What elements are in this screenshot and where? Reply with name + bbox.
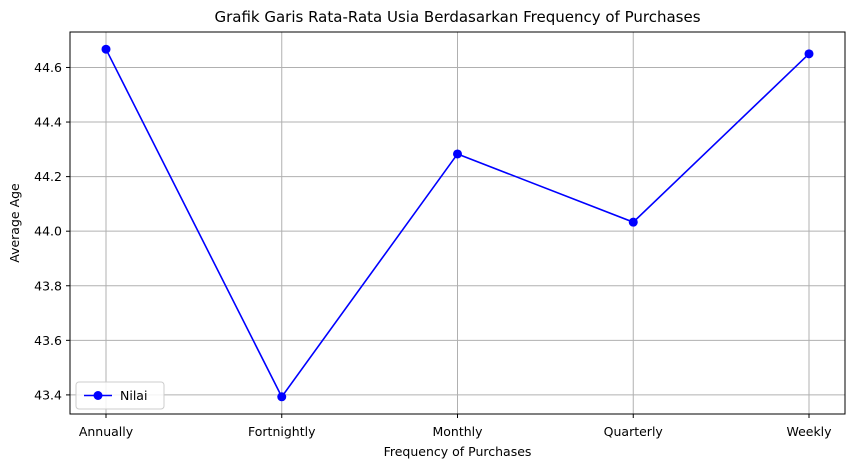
x-tick-label: Quarterly [604, 424, 664, 439]
y-tick-label: 43.4 [34, 387, 62, 402]
series-layer [101, 44, 814, 402]
axes: Annually Fortnightly Monthly Quarterly Weekl… [34, 31, 846, 439]
legend-marker [93, 391, 103, 400]
x-tick-label: Weekly [786, 424, 832, 439]
y-tick-label: 44.6 [34, 60, 62, 75]
data-point [101, 44, 111, 54]
plot-frame [69, 31, 846, 415]
data-point [453, 149, 462, 159]
y-axis-title: Average Age [7, 183, 22, 263]
y-tick-label: 44.0 [34, 224, 62, 239]
x-axis-title: Frequency of Purchases [384, 444, 532, 459]
y-tick-label: 43.6 [34, 333, 62, 348]
y-tick-label: 43.8 [34, 278, 62, 293]
x-tick-label: Annually [79, 424, 134, 439]
grid-lines [70, 32, 845, 414]
legend-label: Nilai [120, 388, 147, 403]
data-point [277, 392, 287, 402]
y-tick-label: 44.2 [34, 169, 62, 184]
legend: Nilai [75, 381, 165, 410]
x-tick-label: Fortnightly [248, 424, 316, 439]
data-point [804, 49, 814, 59]
data-point [628, 217, 638, 227]
chart-title: Grafik Garis Rata-Rata Usia Berdasarkan … [214, 8, 700, 26]
legend-box [75, 381, 165, 410]
y-tick-label: 44.4 [34, 115, 62, 130]
x-tick-label: Monthly [432, 424, 483, 439]
